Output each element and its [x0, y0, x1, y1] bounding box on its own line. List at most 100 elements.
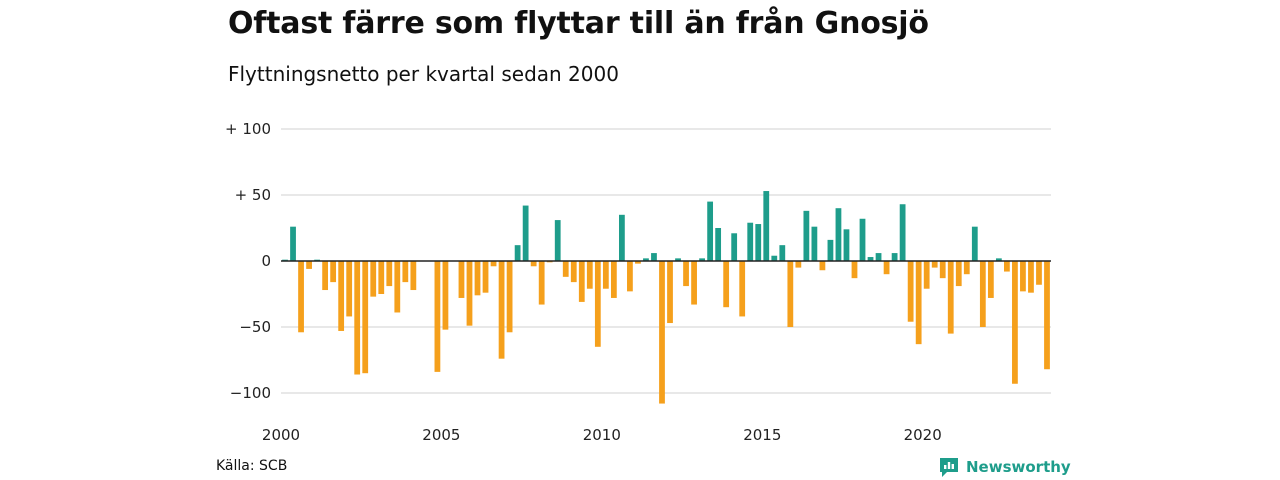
bar — [723, 261, 730, 308]
bar — [755, 224, 762, 261]
bar — [675, 258, 681, 261]
bar — [538, 261, 545, 305]
bar — [811, 226, 818, 261]
bar — [747, 222, 754, 261]
bar — [586, 261, 593, 289]
x-tick-label: 2020 — [904, 426, 942, 444]
bar — [667, 261, 673, 324]
bar — [506, 261, 513, 333]
bar — [787, 261, 794, 327]
bar — [1012, 261, 1018, 384]
bar — [875, 253, 882, 261]
bar — [394, 261, 401, 313]
bar — [931, 261, 938, 268]
bar — [683, 261, 689, 287]
bars — [282, 191, 1050, 404]
bar — [370, 261, 377, 297]
bar — [699, 258, 705, 261]
bar — [298, 261, 304, 333]
bar — [1020, 261, 1026, 292]
brand-logo: Newsworthy — [938, 456, 1071, 478]
bar — [779, 245, 786, 261]
bar — [915, 261, 922, 345]
bar — [995, 258, 1002, 261]
bar — [955, 261, 962, 287]
bar — [490, 261, 497, 267]
bar — [803, 210, 810, 261]
bar — [322, 261, 329, 291]
bar — [290, 226, 296, 261]
bar — [602, 261, 609, 289]
bar — [843, 229, 850, 261]
bar — [795, 261, 802, 268]
bar — [482, 261, 489, 293]
bar — [859, 218, 866, 261]
bar — [354, 261, 361, 375]
bar — [771, 255, 778, 261]
bar — [474, 261, 481, 296]
bar — [899, 204, 906, 261]
bar — [947, 261, 954, 334]
bar — [619, 214, 625, 261]
bar — [1028, 261, 1034, 293]
y-tick-label: −100 — [230, 384, 271, 402]
y-tick-label: 0 — [261, 252, 271, 270]
bar — [1036, 261, 1042, 285]
bar — [402, 261, 409, 283]
bar — [378, 261, 385, 294]
brand-name: Newsworthy — [966, 458, 1071, 476]
y-tick-label: + 50 — [235, 186, 271, 204]
bar — [410, 261, 417, 291]
bar — [434, 261, 441, 372]
bar — [907, 261, 914, 322]
bar — [338, 261, 345, 331]
bar — [659, 261, 665, 404]
x-tick-label: 2015 — [743, 426, 781, 444]
chart-subtitle: Flyttningsnetto per kvartal sedan 2000 — [228, 62, 619, 86]
bar — [883, 261, 890, 275]
gridlines — [281, 128, 1051, 394]
bar — [362, 261, 369, 374]
bar — [610, 261, 617, 298]
bar — [627, 261, 633, 292]
bar — [707, 201, 714, 261]
bar — [651, 253, 657, 261]
x-axis-ticks: 2000 2005 2010 2015 2020 — [262, 426, 942, 444]
bar — [1044, 261, 1050, 370]
bar — [827, 239, 834, 261]
bar — [458, 261, 465, 298]
bar — [522, 205, 529, 261]
y-tick-label: −50 — [239, 318, 271, 336]
bar — [979, 261, 986, 327]
bar — [819, 261, 826, 271]
bar — [851, 261, 858, 279]
bar — [731, 233, 738, 261]
x-tick-label: 2010 — [583, 426, 621, 444]
bar — [923, 261, 930, 289]
bar — [739, 261, 746, 317]
bar — [1004, 261, 1010, 272]
y-axis-ticks: + 100 + 50 0 −50 −100 — [225, 120, 271, 402]
source-note: Källa: SCB — [216, 458, 288, 474]
newsworthy-logo-icon — [940, 458, 958, 477]
bar — [514, 245, 521, 261]
bar — [867, 257, 874, 261]
bar — [386, 261, 393, 287]
bar — [578, 261, 585, 302]
bar — [530, 261, 537, 267]
bar — [987, 261, 994, 298]
bar — [643, 258, 649, 261]
bar — [466, 261, 473, 326]
x-tick-label: 2005 — [422, 426, 460, 444]
bar — [939, 261, 946, 279]
chart-title: Oftast färre som flyttar till än från Gn… — [228, 6, 929, 41]
bar — [330, 261, 337, 283]
bar — [691, 261, 697, 305]
bar — [306, 261, 312, 269]
bar — [835, 208, 842, 261]
bar — [971, 226, 978, 261]
bar — [635, 261, 641, 264]
x-tick-label: 2000 — [262, 426, 300, 444]
y-tick-label: + 100 — [225, 120, 271, 138]
